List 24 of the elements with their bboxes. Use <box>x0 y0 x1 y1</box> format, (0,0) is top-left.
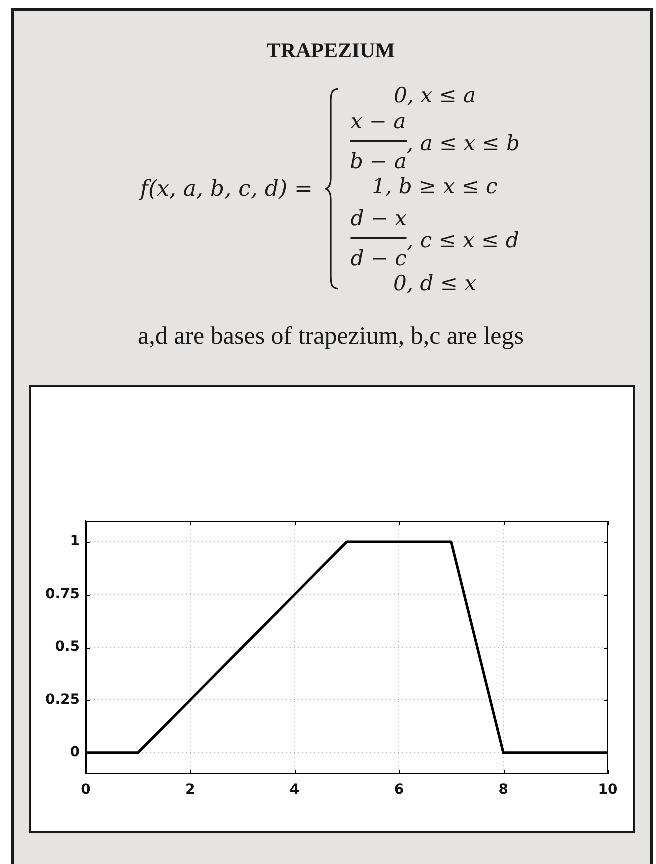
x-tick-label: 6 <box>394 782 404 798</box>
x-tick-label: 8 <box>498 782 508 798</box>
y-tick-label: 0.75 <box>45 586 80 602</box>
y-tick-label: 0.25 <box>45 692 80 708</box>
text: 1, b ≥ x ≤ c <box>372 174 498 198</box>
text: d − c <box>350 246 407 270</box>
text: b − a <box>350 148 407 173</box>
x-tick-label: 0 <box>81 782 92 798</box>
text: , c ≤ x ≤ d <box>406 228 520 252</box>
x-tick-label: 10 <box>598 782 618 798</box>
text: a,d are bases of trapezium, b,c are legs <box>138 323 524 350</box>
text: , a ≤ x ≤ b <box>406 131 520 155</box>
y-tick-label: 0.5 <box>55 639 80 656</box>
text: 0, d ≤ x <box>394 272 476 296</box>
chart-frame: 0 2 4 6 8 10 0 0.25 0.5 0.75 1 <box>29 385 635 833</box>
text: f(x, a, b, c, d) = <box>140 177 313 202</box>
text: 0, x ≤ a <box>394 84 476 108</box>
chart-title: TRAPEZIUM <box>266 38 396 62</box>
y-tick-label: 1 <box>70 534 80 550</box>
text: d − x <box>350 206 407 230</box>
x-tick-label: 4 <box>290 782 300 798</box>
y-tick-label: 0 <box>70 744 80 761</box>
x-tick-label: 2 <box>186 782 196 798</box>
text: x − a <box>350 109 406 134</box>
